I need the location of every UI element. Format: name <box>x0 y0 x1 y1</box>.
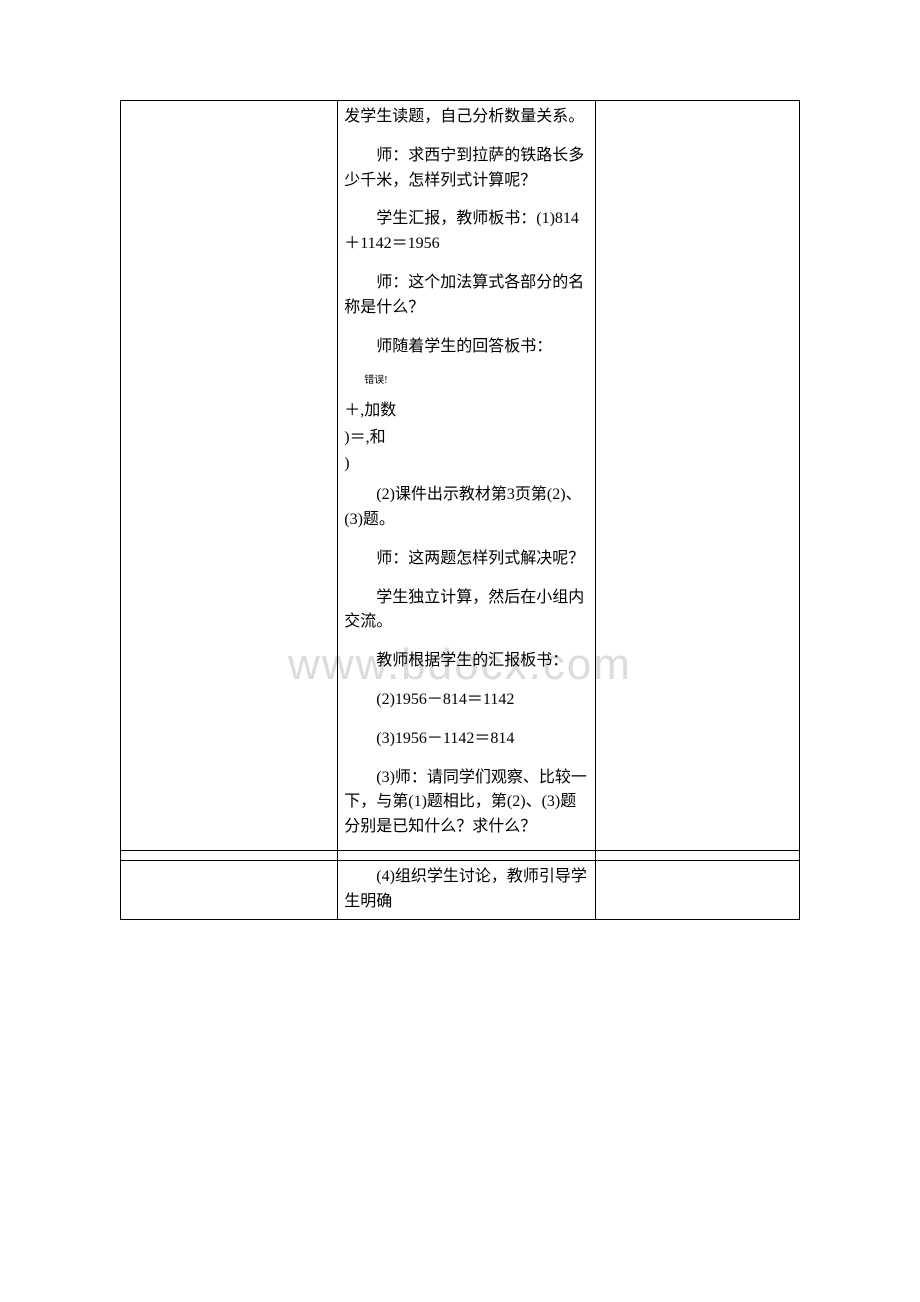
table-row: 发学生读题，自己分析数量关系。 师：求西宁到拉萨的铁路长多少千米，怎样列式计算呢… <box>121 101 800 851</box>
paragraph: (4)组织学生讨论，教师引导学生明确 <box>344 865 589 915</box>
formula-line: ＋,加数 <box>344 399 589 424</box>
cell-left-2 <box>121 861 338 920</box>
cell-right-2 <box>596 861 800 920</box>
paragraph: (3)1956－1142＝814 <box>344 727 589 752</box>
paragraph: (2)课件出示教材第3页第(2)、(3)题。 <box>344 483 589 533</box>
cell-mid-1: 发学生读题，自己分析数量关系。 师：求西宁到拉萨的铁路长多少千米，怎样列式计算呢… <box>338 101 596 851</box>
paragraph: 学生汇报，教师板书：(1)814＋1142＝1956 <box>344 207 589 257</box>
lesson-table: 发学生读题，自己分析数量关系。 师：求西宁到拉萨的铁路长多少千米，怎样列式计算呢… <box>120 100 800 920</box>
paragraph: 师：这两题怎样列式解决呢？ <box>344 547 589 572</box>
spacer-cell <box>121 851 338 861</box>
paragraph: 师随着学生的回答板书： <box>344 335 589 360</box>
document-page: www.bdocx.com 发学生读题，自己分析数量关系。 师：求西宁到拉萨的铁… <box>0 0 920 1302</box>
paragraph: 发学生读题，自己分析数量关系。 <box>344 105 589 130</box>
paragraph: 师：这个加法算式各部分的名称是什么？ <box>344 271 589 321</box>
paragraph: 教师根据学生的汇报板书： <box>344 649 589 674</box>
formula-text: ) <box>344 455 349 472</box>
formula-line: ) <box>344 452 589 477</box>
paragraph: (3)师：请同学们观察、比较一下，与第(1)题相比，第(2)、(3)题分别是已知… <box>344 766 589 840</box>
paragraph: 师：求西宁到拉萨的铁路长多少千米，怎样列式计算呢？ <box>344 144 589 194</box>
spacer-cell <box>596 851 800 861</box>
formula-text: )＝,和 <box>344 429 385 446</box>
formula-text: ＋,加数 <box>344 402 396 419</box>
paragraph: 学生独立计算，然后在小组内交流。 <box>344 586 589 636</box>
cell-mid-2: (4)组织学生讨论，教师引导学生明确 <box>338 861 596 920</box>
spacer-cell <box>338 851 596 861</box>
error-text: 错误! <box>344 373 589 389</box>
formula-line: )＝,和 <box>344 426 589 451</box>
cell-left-1 <box>121 101 338 851</box>
cell-right-1 <box>596 101 800 851</box>
table-row-spacer <box>121 851 800 861</box>
table-row: (4)组织学生讨论，教师引导学生明确 <box>121 861 800 920</box>
paragraph: (2)1956－814＝1142 <box>344 688 589 713</box>
content-layer: 发学生读题，自己分析数量关系。 师：求西宁到拉萨的铁路长多少千米，怎样列式计算呢… <box>120 100 800 920</box>
